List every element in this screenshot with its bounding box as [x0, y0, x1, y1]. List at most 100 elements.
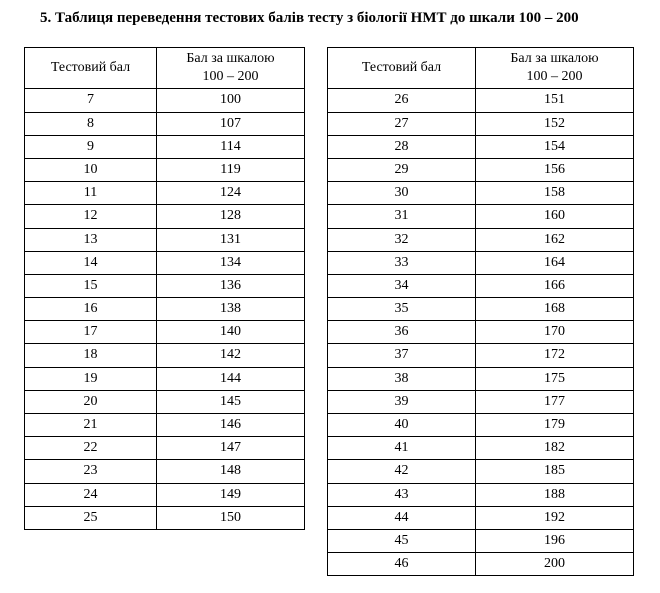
cell-scale-score: 172: [476, 344, 634, 367]
cell-test-score: 11: [25, 182, 157, 205]
cell-scale-score: 168: [476, 298, 634, 321]
cell-test-score: 38: [328, 367, 476, 390]
cell-test-score: 17: [25, 321, 157, 344]
table-row: 8107: [25, 112, 305, 135]
cell-test-score: 46: [328, 553, 476, 576]
title-text: Таблиця переведення тестових балів тесту…: [55, 10, 579, 26]
cell-scale-score: 151: [476, 89, 634, 112]
table-row: 20145: [25, 390, 305, 413]
table-row: 29156: [328, 158, 634, 181]
table-row: 9114: [25, 135, 305, 158]
table-row: 41182: [328, 437, 634, 460]
table-row: 14134: [25, 251, 305, 274]
cell-scale-score: 146: [157, 414, 305, 437]
header-scale-line1: Бал за шкалою: [186, 51, 274, 66]
table-row: 37172: [328, 344, 634, 367]
table-row: 11124: [25, 182, 305, 205]
table-row: 17140: [25, 321, 305, 344]
document-title: 5. Таблиця переведення тестових балів те…: [6, 8, 654, 29]
table-row: 39177: [328, 390, 634, 413]
cell-test-score: 12: [25, 205, 157, 228]
cell-test-score: 19: [25, 367, 157, 390]
table-row: 24149: [25, 483, 305, 506]
cell-scale-score: 149: [157, 483, 305, 506]
title-number: 5.: [40, 10, 55, 26]
cell-scale-score: 100: [157, 89, 305, 112]
conversion-table-left: Тестовий бал Бал за шкалою 100 – 200 710…: [24, 47, 305, 530]
table-row: 40179: [328, 414, 634, 437]
header-test-score: Тестовий бал: [25, 48, 157, 89]
cell-test-score: 8: [25, 112, 157, 135]
table-row: 43188: [328, 483, 634, 506]
cell-scale-score: 160: [476, 205, 634, 228]
table-row: 10119: [25, 158, 305, 181]
cell-test-score: 16: [25, 298, 157, 321]
cell-scale-score: 166: [476, 274, 634, 297]
cell-scale-score: 131: [157, 228, 305, 251]
cell-scale-score: 142: [157, 344, 305, 367]
table-row: 27152: [328, 112, 634, 135]
cell-test-score: 42: [328, 460, 476, 483]
cell-test-score: 31: [328, 205, 476, 228]
cell-scale-score: 145: [157, 390, 305, 413]
cell-scale-score: 124: [157, 182, 305, 205]
table-row: 31160: [328, 205, 634, 228]
table-row: 21146: [25, 414, 305, 437]
cell-test-score: 14: [25, 251, 157, 274]
table-header-row: Тестовий бал Бал за шкалою 100 – 200: [25, 48, 305, 89]
cell-test-score: 15: [25, 274, 157, 297]
header-scale-line2: 100 – 200: [203, 69, 259, 84]
table-row: 18142: [25, 344, 305, 367]
table-row: 34166: [328, 274, 634, 297]
table-row: 25150: [25, 506, 305, 529]
cell-scale-score: 188: [476, 483, 634, 506]
cell-test-score: 21: [25, 414, 157, 437]
cell-test-score: 35: [328, 298, 476, 321]
cell-scale-score: 150: [157, 506, 305, 529]
cell-test-score: 10: [25, 158, 157, 181]
cell-scale-score: 138: [157, 298, 305, 321]
cell-test-score: 30: [328, 182, 476, 205]
header-scale-line1: Бал за шкалою: [510, 51, 598, 66]
cell-scale-score: 156: [476, 158, 634, 181]
cell-test-score: 44: [328, 506, 476, 529]
table-row: 7100: [25, 89, 305, 112]
cell-scale-score: 177: [476, 390, 634, 413]
cell-test-score: 23: [25, 460, 157, 483]
table-row: 46200: [328, 553, 634, 576]
tables-container: Тестовий бал Бал за шкалою 100 – 200 710…: [6, 47, 654, 576]
table-row: 19144: [25, 367, 305, 390]
cell-test-score: 25: [25, 506, 157, 529]
cell-test-score: 27: [328, 112, 476, 135]
cell-scale-score: 182: [476, 437, 634, 460]
cell-scale-score: 119: [157, 158, 305, 181]
table-row: 16138: [25, 298, 305, 321]
cell-scale-score: 107: [157, 112, 305, 135]
cell-test-score: 43: [328, 483, 476, 506]
table-header-row: Тестовий бал Бал за шкалою 100 – 200: [328, 48, 634, 89]
cell-scale-score: 158: [476, 182, 634, 205]
cell-scale-score: 144: [157, 367, 305, 390]
cell-scale-score: 154: [476, 135, 634, 158]
table-row: 35168: [328, 298, 634, 321]
cell-scale-score: 114: [157, 135, 305, 158]
cell-scale-score: 128: [157, 205, 305, 228]
cell-test-score: 36: [328, 321, 476, 344]
cell-test-score: 22: [25, 437, 157, 460]
table-row: 26151: [328, 89, 634, 112]
cell-test-score: 40: [328, 414, 476, 437]
cell-test-score: 41: [328, 437, 476, 460]
header-scale-score: Бал за шкалою 100 – 200: [157, 48, 305, 89]
table-row: 38175: [328, 367, 634, 390]
cell-test-score: 26: [328, 89, 476, 112]
cell-test-score: 18: [25, 344, 157, 367]
cell-scale-score: 200: [476, 553, 634, 576]
table-row: 30158: [328, 182, 634, 205]
cell-test-score: 39: [328, 390, 476, 413]
cell-test-score: 24: [25, 483, 157, 506]
cell-test-score: 45: [328, 529, 476, 552]
cell-test-score: 9: [25, 135, 157, 158]
cell-scale-score: 179: [476, 414, 634, 437]
table-row: 12128: [25, 205, 305, 228]
cell-scale-score: 140: [157, 321, 305, 344]
